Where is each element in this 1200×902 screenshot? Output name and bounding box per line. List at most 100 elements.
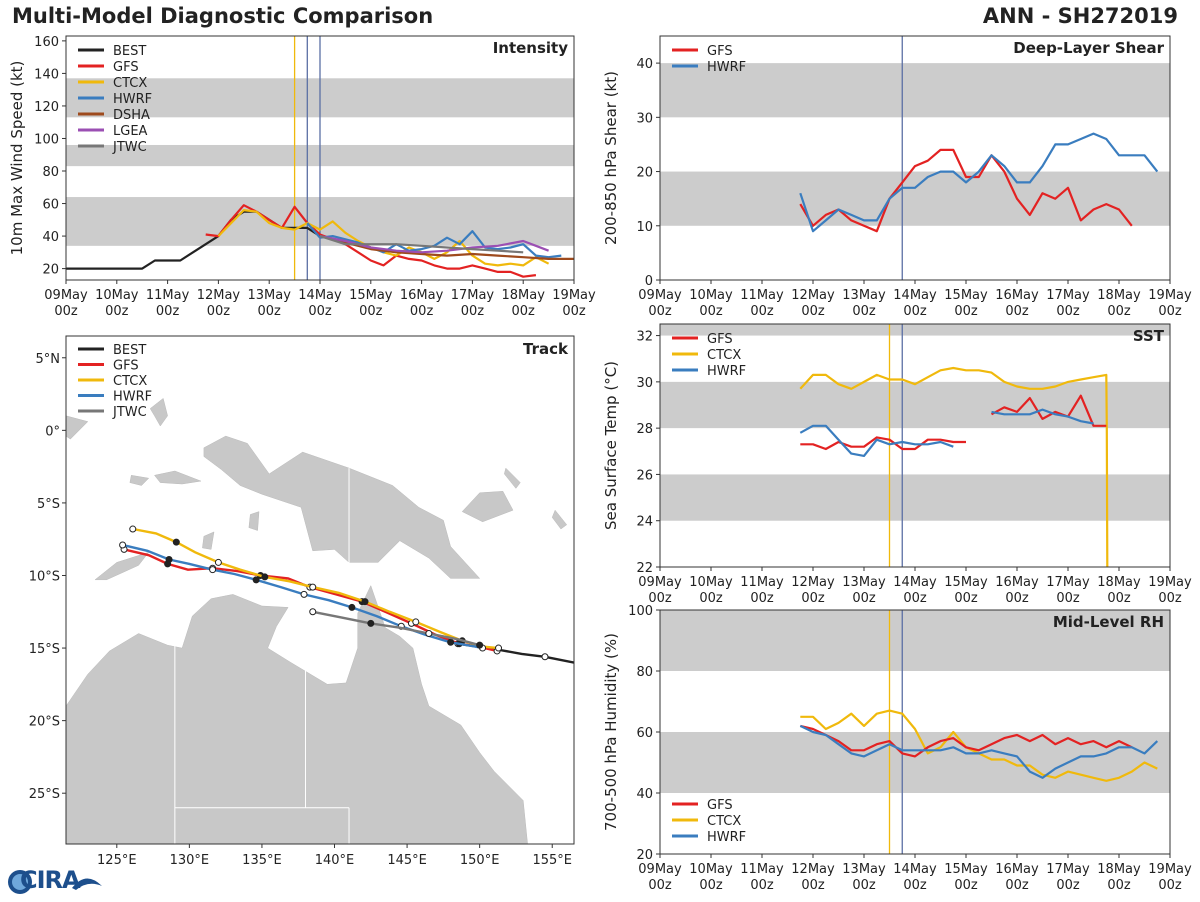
x-tick-label: 10May (689, 575, 733, 590)
legend-label-gfs: GFS (707, 44, 733, 59)
x-tick-label: 00z (1158, 304, 1182, 319)
panel-mid-level-rh: 2040608010009May00z10May00z11May00z12May… (602, 604, 1192, 893)
x-tick-label: 13May (247, 288, 291, 303)
x-tick-label: 00z (54, 304, 78, 319)
x-tick-label: 12May (791, 575, 835, 590)
x-tick-label: 155°E (532, 853, 572, 868)
legend-label-ctcx: CTCX (707, 348, 741, 363)
y-axis-label: 200-850 hPa Shear (kt) (602, 71, 620, 245)
x-tick-label: 00z (258, 304, 282, 319)
halmahera-land (149, 397, 168, 427)
x-tick-label: 18May (501, 288, 545, 303)
x-tick-label: 00z (1107, 878, 1131, 893)
x-tick-label: 10May (689, 862, 733, 877)
legend-label-hwrf: HWRF (113, 390, 152, 405)
x-tick-label: 00z (562, 304, 586, 319)
shade-band (660, 610, 1170, 671)
x-tick-label: 13May (842, 575, 886, 590)
x-tick-label: 09May (638, 288, 682, 303)
x-tick-label: 00z (750, 878, 774, 893)
x-tick-label: 00z (1056, 878, 1080, 893)
y-tick-label: 100 (34, 132, 59, 147)
legend-label-best: BEST (113, 44, 146, 59)
y-tick-label: 22 (636, 561, 653, 576)
x-tick-label: 00z (207, 304, 231, 319)
series-line-hwrf (799, 132, 1159, 233)
track-point (309, 583, 317, 591)
panel-title: SST (1133, 327, 1165, 345)
y-tick-label: 60 (636, 726, 653, 741)
y-tick-label: 160 (34, 35, 59, 50)
x-tick-label: 15May (944, 575, 988, 590)
x-tick-label: 10May (95, 288, 139, 303)
series-line-gfs (800, 724, 1133, 758)
storm-id: ANN - SH272019 (982, 4, 1178, 28)
x-tick-label: 00z (1056, 591, 1080, 606)
legend-label-ctcx: CTCX (113, 76, 147, 91)
x-tick-label: 00z (750, 591, 774, 606)
panel-title: Mid-Level RH (1053, 613, 1164, 631)
x-tick-label: 00z (852, 878, 876, 893)
x-tick-label: 18May (1097, 575, 1141, 590)
x-tick-label: 00z (461, 304, 485, 319)
track-point (476, 641, 484, 649)
cira-logo: CIRA (6, 866, 106, 898)
x-tick-label: 00z (852, 591, 876, 606)
x-tick-label: 10May (689, 288, 733, 303)
y-tick-label: 60 (42, 198, 59, 213)
y-tick-label: 24 (636, 515, 653, 530)
y-tick-label: 40 (636, 787, 653, 802)
x-tick-label: 00z (105, 304, 129, 319)
shade-band (660, 63, 1170, 118)
series-line-gfs (990, 394, 1107, 427)
y-tick-label: 80 (636, 665, 653, 680)
y-tick-label: 20 (42, 263, 59, 278)
x-tick-label: 17May (1046, 862, 1090, 877)
shade-band (660, 171, 1170, 226)
x-tick-label: 00z (308, 304, 332, 319)
x-tick-label: 14May (893, 575, 937, 590)
x-tick-label: 15May (944, 288, 988, 303)
track-point (214, 558, 222, 566)
x-tick-label: 14May (298, 288, 342, 303)
track-point (412, 618, 420, 626)
track-point (447, 638, 455, 646)
track-point (425, 630, 433, 638)
y-tick-label: 5°N (36, 352, 61, 367)
track-point (172, 538, 180, 546)
x-tick-label: 16May (995, 862, 1039, 877)
x-tick-label: 12May (791, 288, 835, 303)
y-tick-label: 28 (636, 422, 653, 437)
x-tick-label: 13May (842, 288, 886, 303)
y-axis-label: 700-500 hPa Humidity (%) (602, 633, 620, 831)
x-tick-label: 19May (1148, 575, 1192, 590)
y-tick-label: 20 (636, 166, 653, 181)
panel-deep-layer-shear: 01020304009May00z10May00z11May00z12May00… (602, 35, 1192, 319)
x-tick-label: 130°E (170, 853, 210, 868)
shade-band (660, 474, 1170, 521)
track-point (129, 525, 137, 533)
panel-title: Track (523, 340, 569, 358)
sulawesi-land (66, 415, 89, 440)
y-tick-label: 0 (645, 274, 653, 289)
y-tick-label: 32 (636, 330, 653, 345)
track-point (261, 573, 269, 581)
series-line-gfs (799, 148, 1133, 233)
buru-land (129, 475, 150, 486)
australia-land (66, 584, 528, 844)
x-tick-label: 16May (400, 288, 444, 303)
x-tick-label: 00z (359, 304, 383, 319)
x-tick-label: 125°E (97, 853, 137, 868)
series-line-lgea (319, 235, 549, 254)
panel-track: 125°E 130°E 135°E 140°E 145°E 150°E 155°E 5°N 0°… (29, 335, 575, 868)
new-britain-land (461, 491, 514, 523)
x-tick-label: 00z (410, 304, 434, 319)
series-line-jtwc (319, 235, 524, 254)
shade-band (660, 381, 1170, 429)
panel-title: Deep-Layer Shear (1013, 39, 1164, 57)
x-tick-label: 135°E (242, 853, 282, 868)
y-tick-label: 30 (636, 376, 653, 391)
x-tick-label: 00z (954, 878, 978, 893)
land-masses (66, 397, 568, 844)
